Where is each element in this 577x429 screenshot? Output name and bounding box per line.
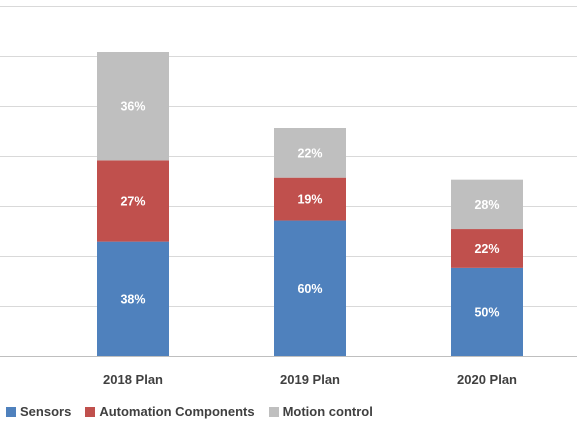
legend-swatch-sensors <box>6 406 16 417</box>
bar-automation-components-2020-plan <box>451 229 523 268</box>
legend-label-sensors: Sensors <box>20 404 72 419</box>
legend-item-sensors: Sensors <box>6 404 71 419</box>
legend-item-automation-components: Automation Components <box>85 404 255 419</box>
legend-swatch-automation-components <box>85 406 96 417</box>
data-label: 60% <box>297 282 322 296</box>
data-label: 38% <box>120 292 145 306</box>
data-label: 22% <box>474 242 499 256</box>
legend-label-motion-control: Motion control <box>282 404 373 419</box>
bar-segments <box>97 52 523 356</box>
category-label: 2019 Plan <box>280 372 340 387</box>
bar-value-labels: 38% 27% 36% 60% 19% 22% 50% 22% 28% <box>120 100 499 320</box>
bar-motion-control-2018-plan <box>97 52 169 161</box>
bar-sensors-2019-plan <box>274 220 346 356</box>
data-label: 27% <box>120 194 145 208</box>
legend-swatch-motion-control <box>268 406 279 417</box>
data-label: 19% <box>297 193 322 207</box>
data-label: 36% <box>120 100 145 114</box>
bar-motion-control-2020-plan <box>451 179 523 230</box>
legend-label-automation-components: Automation Components <box>99 404 255 419</box>
data-label: 22% <box>297 146 322 160</box>
bar-automation-components-2018-plan <box>97 160 169 242</box>
bar-motion-control-2019-plan <box>274 128 346 178</box>
legend-item-motion-control: Motion control <box>268 404 373 419</box>
bar-sensors-2020-plan <box>451 267 523 356</box>
data-label: 50% <box>474 305 499 319</box>
legend: Sensors Automation Components Motion con… <box>6 404 387 419</box>
category-label: 2020 Plan <box>457 372 517 387</box>
data-label: 28% <box>474 198 499 212</box>
category-labels: 2018 Plan 2019 Plan 2020 Plan <box>103 372 517 387</box>
bar-automation-components-2019-plan <box>274 177 346 221</box>
bar-sensors-2018-plan <box>97 241 169 356</box>
category-label: 2018 Plan <box>103 372 163 387</box>
